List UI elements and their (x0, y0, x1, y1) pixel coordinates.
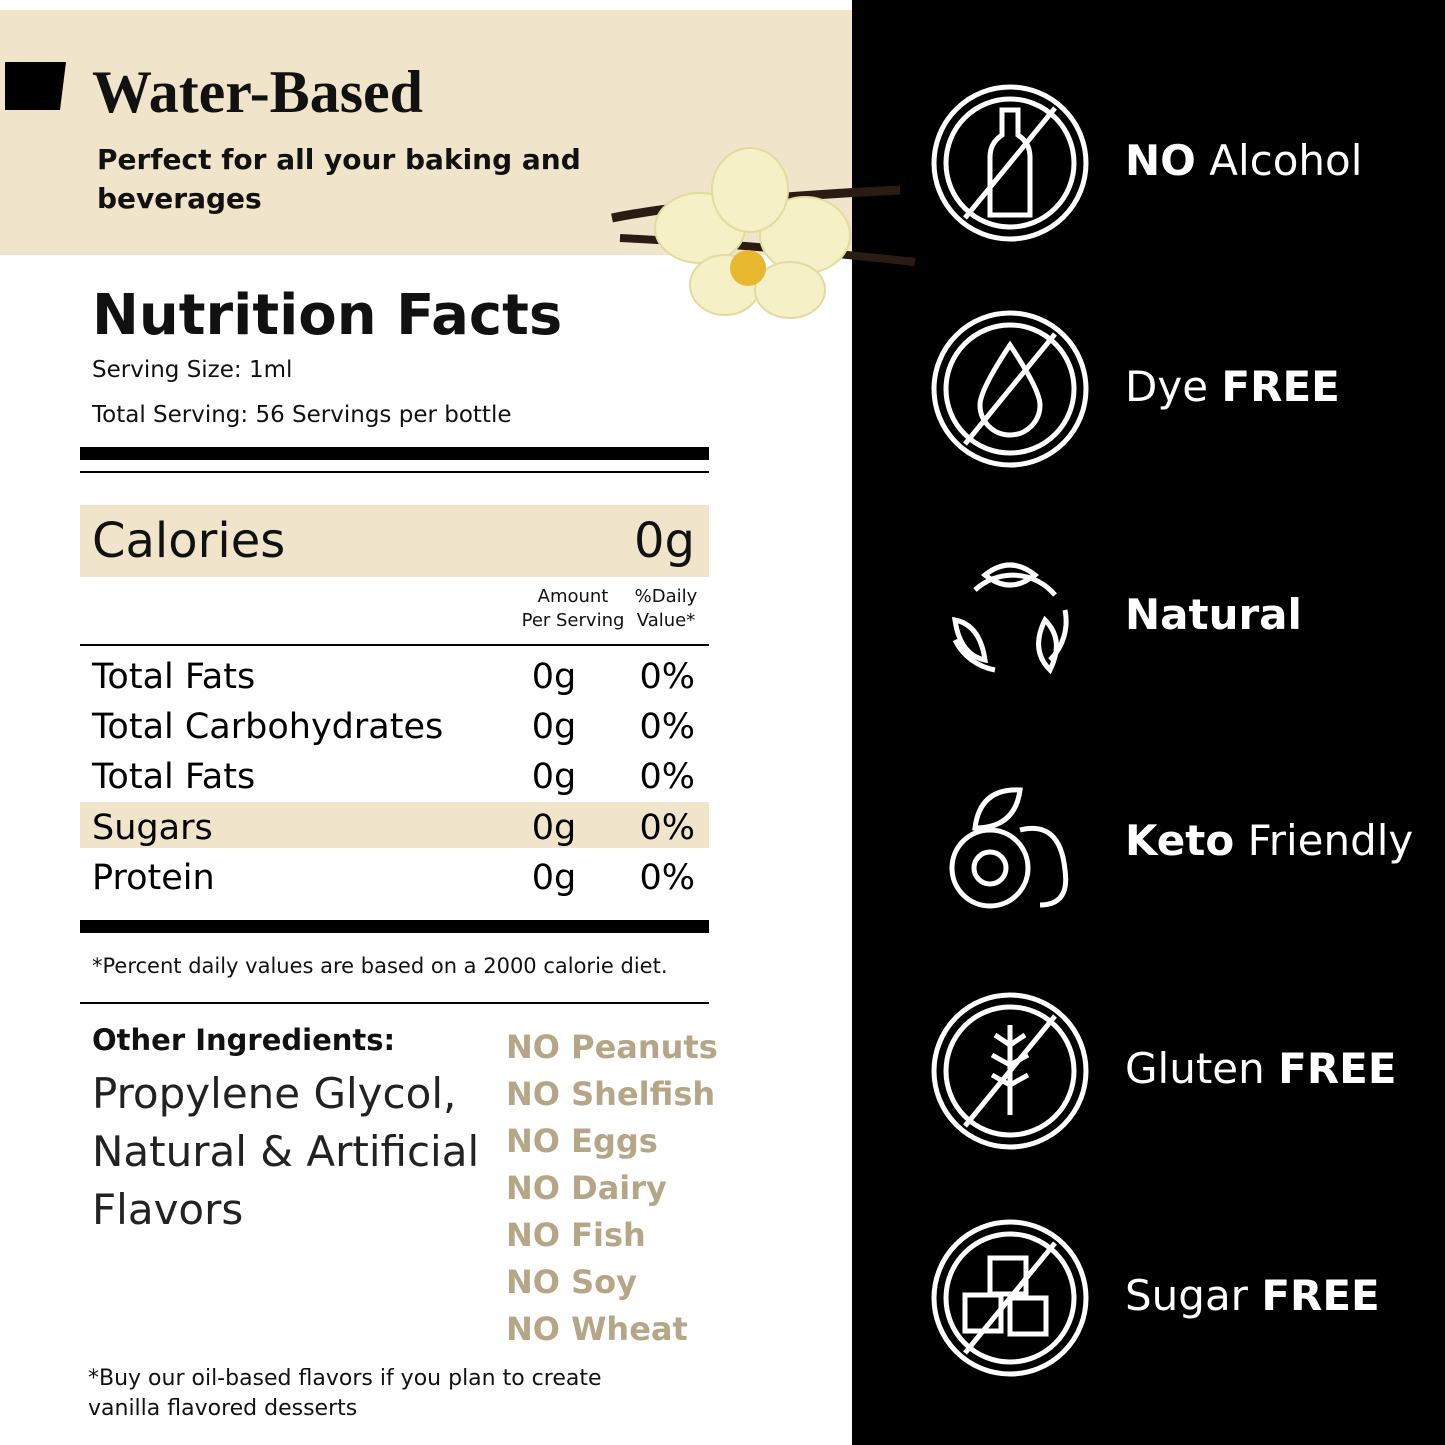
nutrient-amount: 0g (531, 857, 577, 898)
feature-text: FREE (1261, 1271, 1380, 1320)
row-highlight (80, 801, 709, 848)
feature-text: FREE (1221, 362, 1340, 411)
note: *Buy our oil-based flavors if you plan t… (88, 1366, 602, 1391)
calories-label: Calories (92, 513, 286, 569)
allergen: NO Fish (506, 1216, 646, 1254)
nutrient-daily-value: 0% (639, 757, 695, 798)
nutrient-name: Total Fats (92, 757, 256, 798)
nutrient-amount: 0g (531, 657, 577, 697)
feature-text: Alcohol (1209, 136, 1363, 185)
nutrient-name: Total Carbohydrates (92, 707, 444, 748)
nutrient-daily-value: 0% (639, 857, 695, 898)
feature-text: Natural (1125, 590, 1302, 639)
ingredients-title: Other Ingredients: (92, 1023, 396, 1057)
nutrient-amount: 0g (531, 807, 577, 848)
feature-label: Gluten FREE (1125, 1048, 1397, 1090)
ingredients: Flavors (92, 1185, 244, 1234)
column-header: %Daily (634, 586, 698, 607)
title: Water-Based (92, 59, 424, 125)
feature-label: Dye FREE (1125, 366, 1340, 408)
subtitle: beverages (97, 182, 262, 215)
column-header: Per Serving (521, 610, 625, 631)
nutrient-name: Protein (92, 857, 215, 898)
nutrient-daily-value: 0% (639, 707, 695, 748)
column-header: Value* (636, 610, 696, 631)
nutrition-title: Nutrition Facts (92, 283, 563, 348)
feature-panel (852, 0, 1445, 1445)
total-serving: Total Serving: 56 Servings per bottle (92, 402, 512, 428)
nutrient-daily-value: 0% (639, 807, 695, 848)
footnote: *Percent daily values are based on a 200… (92, 954, 668, 978)
subtitle: Perfect for all your baking and (97, 143, 581, 176)
feature-text: Keto (1125, 816, 1235, 865)
allergen: NO Eggs (506, 1122, 658, 1160)
calories-value: 0g (633, 513, 695, 569)
nutrient-daily-value: 0% (639, 657, 695, 697)
nutrient-name: Total Fats (92, 657, 256, 697)
column-header: Amount (537, 586, 609, 607)
allergen: NO Wheat (506, 1310, 688, 1348)
feature-text: Gluten (1125, 1044, 1265, 1093)
allergen: NO Shelfish (506, 1075, 716, 1113)
feature-label: Sugar FREE (1125, 1275, 1380, 1317)
feature-text: FREE (1278, 1044, 1397, 1093)
feature-text: Friendly (1247, 816, 1414, 865)
feature-label: Natural (1125, 594, 1302, 636)
feature-text: NO (1125, 136, 1196, 185)
feature-text: Dye (1125, 362, 1209, 411)
nutrient-amount: 0g (531, 707, 577, 748)
allergen: NO Peanuts (506, 1028, 718, 1066)
serving-size: Serving Size: 1ml (92, 357, 293, 383)
ingredients: Natural & Artificial (92, 1127, 480, 1176)
note: vanilla flavored desserts (88, 1396, 358, 1421)
ingredients: Propylene Glycol, (92, 1069, 457, 1118)
feature-label: NO Alcohol (1125, 140, 1362, 182)
allergen: NO Dairy (506, 1169, 667, 1207)
nutrient-name: Sugars (92, 807, 213, 848)
feature-text: Sugar (1125, 1271, 1248, 1320)
allergen: NO Soy (506, 1263, 638, 1301)
nutrient-amount: 0g (531, 757, 577, 798)
feature-label: Keto Friendly (1125, 820, 1413, 862)
